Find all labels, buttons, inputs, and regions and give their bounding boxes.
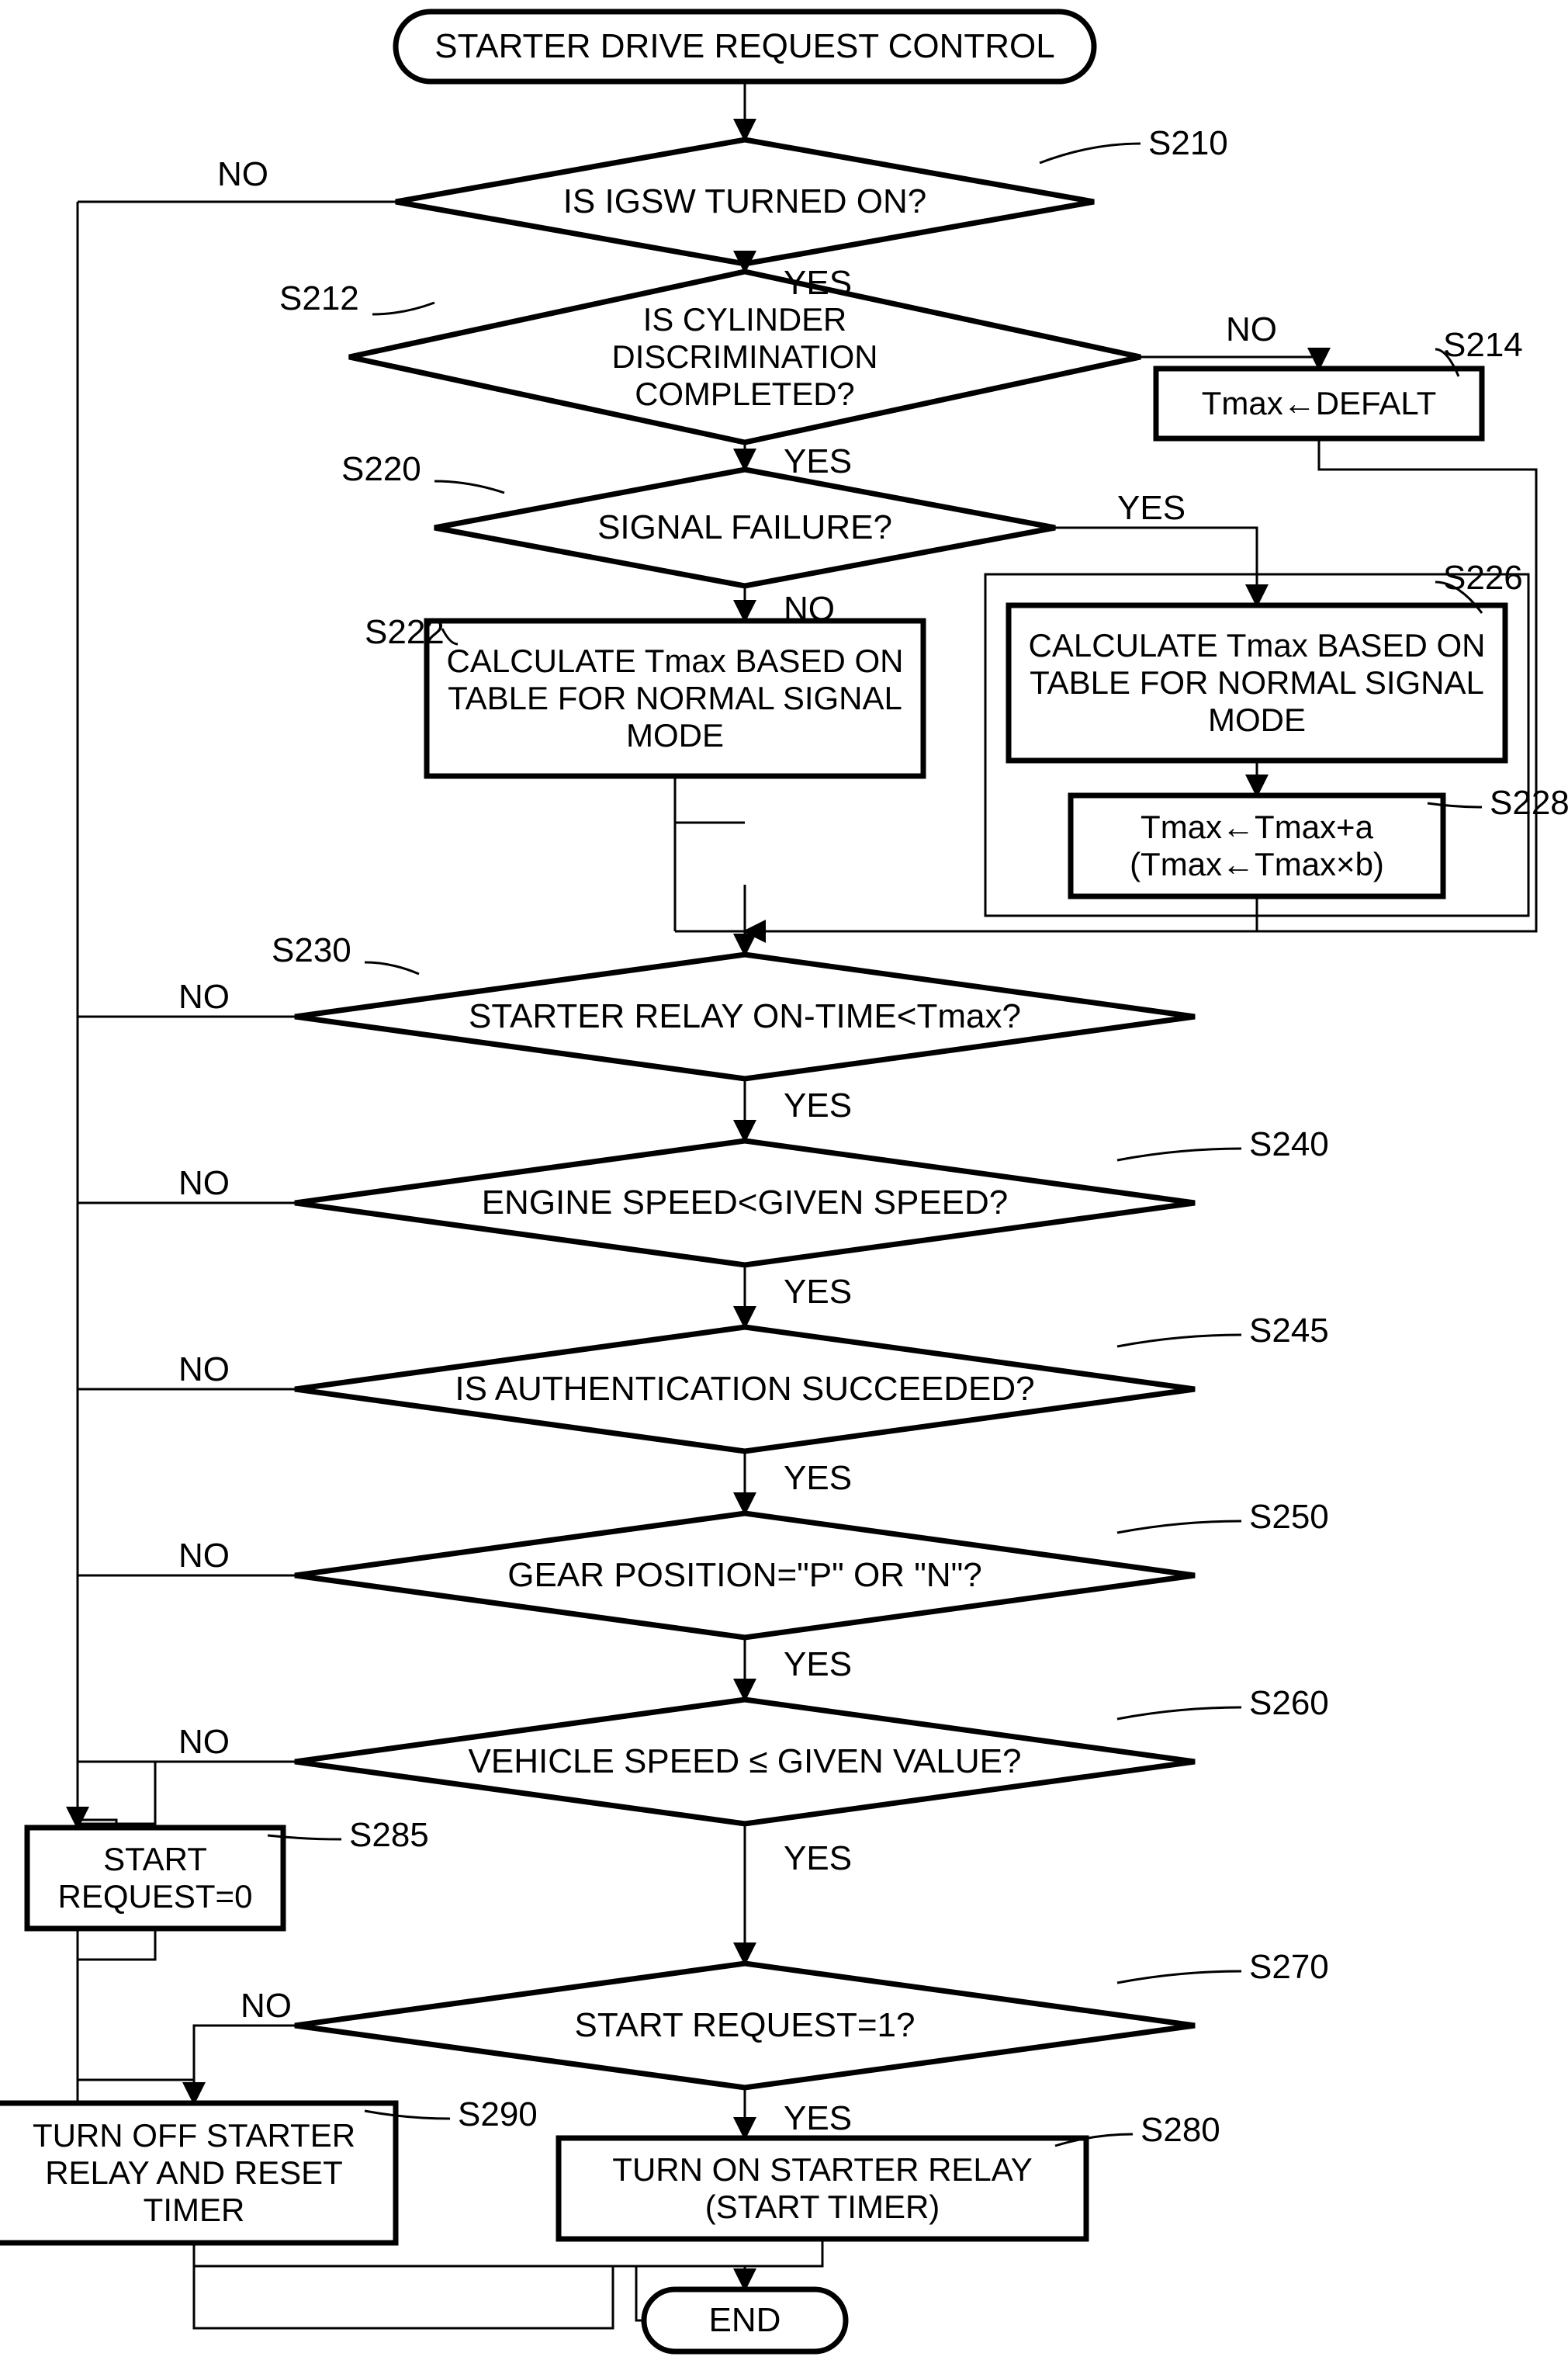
process-s222: CALCULATE Tmax BASED ON TABLE FOR NORMAL… xyxy=(438,643,912,755)
decision-s230: STARTER RELAY ON-TIME<Tmax? xyxy=(439,997,1051,1037)
edge-s245-no: NO xyxy=(178,1350,230,1389)
step-label-s240: S240 xyxy=(1249,1125,1329,1164)
decision-s240: ENGINE SPEED<GIVEN SPEED? xyxy=(439,1184,1051,1223)
process-s228: Tmax←Tmax+a (Tmax←Tmax×b) xyxy=(1078,809,1435,884)
edge-s230-yes: YES xyxy=(784,1086,852,1125)
step-label-s290: S290 xyxy=(458,2095,538,2134)
edge-s210-no: NO xyxy=(217,155,268,194)
process-s280: TURN ON STARTER RELAY (START TIMER) xyxy=(570,2151,1075,2227)
edge-s230-no: NO xyxy=(178,978,230,1017)
edge-s212-no: NO xyxy=(1226,310,1277,349)
decision-s212: IS CYLINDER DISCRIMINATION COMPLETED? xyxy=(515,301,974,413)
decision-s245: IS AUTHENTICATION SUCCEEDED? xyxy=(439,1370,1051,1409)
edge-s260-yes: YES xyxy=(784,1839,852,1878)
edge-s212-yes: YES xyxy=(784,442,852,481)
step-label-s230: S230 xyxy=(272,931,351,970)
edge-s220-no: NO xyxy=(784,590,835,629)
edge-s210-yes: YES xyxy=(784,264,852,303)
step-label-s228: S228 xyxy=(1490,784,1568,823)
decision-s220: SIGNAL FAILURE? xyxy=(559,508,931,548)
step-label-s212: S212 xyxy=(279,279,359,318)
edge-s240-yes: YES xyxy=(784,1273,852,1312)
edge-s250-no: NO xyxy=(178,1537,230,1575)
process-s226: CALCULATE Tmax BASED ON TABLE FOR NORMAL… xyxy=(1020,627,1494,740)
process-s290: TURN OFF STARTER RELAY AND RESET TIMER xyxy=(4,2117,384,2230)
end-terminator: END xyxy=(652,2301,838,2341)
step-label-s285: S285 xyxy=(349,1816,429,1855)
step-label-s210: S210 xyxy=(1148,124,1228,163)
edge-s260-no: NO xyxy=(178,1723,230,1762)
edge-s270-yes: YES xyxy=(784,2099,852,2138)
decision-s210: IS IGSW TURNED ON? xyxy=(528,182,961,222)
edge-s245-yes: YES xyxy=(784,1459,852,1498)
decision-s250: GEAR POSITION="P" OR "N"? xyxy=(439,1556,1051,1596)
edge-s240-no: NO xyxy=(178,1164,230,1203)
edge-s250-yes: YES xyxy=(784,1645,852,1684)
step-label-s222: S222 xyxy=(365,613,445,652)
step-label-s226: S226 xyxy=(1443,559,1523,598)
edge-s220-yes: YES xyxy=(1117,489,1186,528)
step-label-s250: S250 xyxy=(1249,1498,1329,1537)
step-label-s245: S245 xyxy=(1249,1312,1329,1350)
process-s214: Tmax←DEFALT xyxy=(1164,385,1474,422)
flowchart-canvas: STARTER DRIVE REQUEST CONTROL IS IGSW TUR… xyxy=(0,0,1568,2367)
decision-s260: VEHICLE SPEED ≤ GIVEN VALUE? xyxy=(439,1742,1051,1782)
step-label-s270: S270 xyxy=(1249,1948,1329,1987)
process-s285: START REQUEST=0 xyxy=(35,1841,275,1916)
edge-s270-no: NO xyxy=(241,1987,292,2026)
step-label-s214: S214 xyxy=(1443,326,1523,365)
title-terminator: STARTER DRIVE REQUEST CONTROL xyxy=(403,27,1086,67)
step-label-s280: S280 xyxy=(1141,2111,1220,2150)
step-label-s220: S220 xyxy=(341,450,421,489)
step-label-s260: S260 xyxy=(1249,1684,1329,1723)
decision-s270: START REQUEST=1? xyxy=(475,2006,1015,2046)
